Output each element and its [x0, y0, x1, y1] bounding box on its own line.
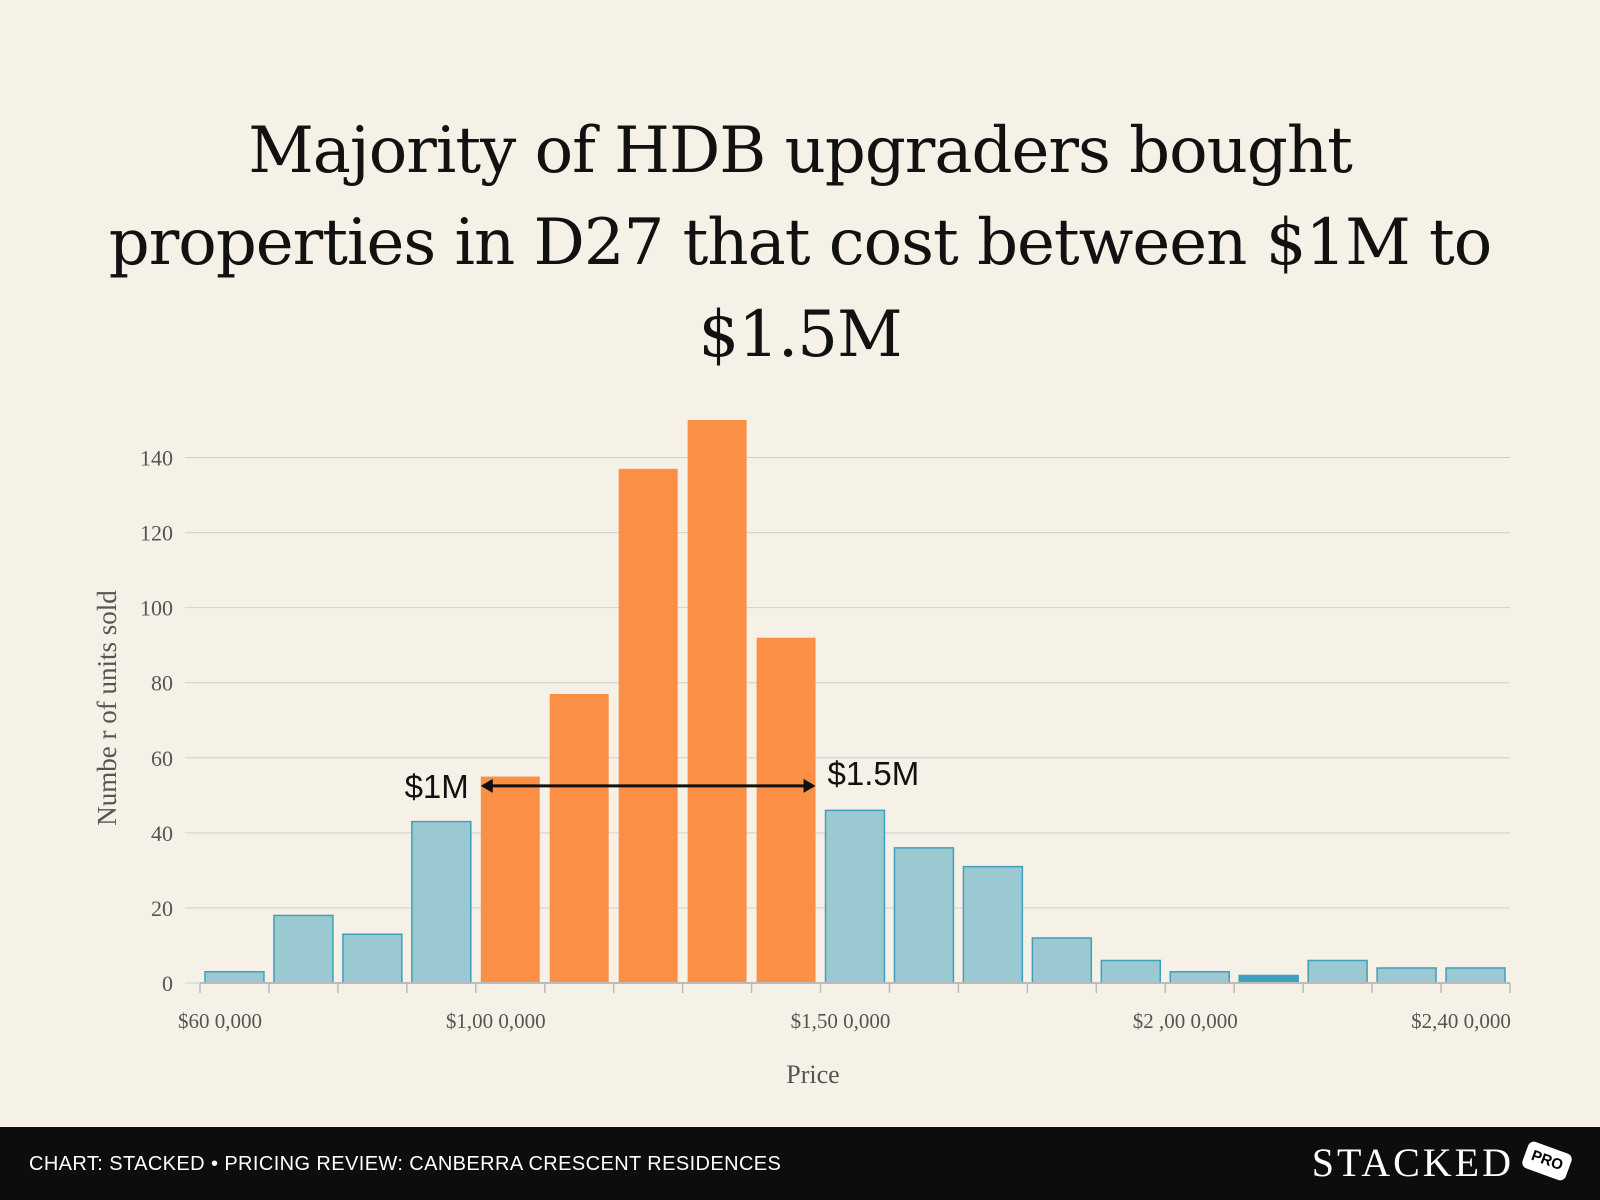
x-tick-label: $1,50 0,000: [791, 1009, 891, 1033]
y-tick-label: 80: [151, 671, 173, 696]
footer-source: CHART: STACKED • PRICING REVIEW: CANBERR…: [29, 1153, 782, 1175]
x-axis-label: Price: [786, 1060, 839, 1089]
chart-title: Majority of HDB upgraders bought propert…: [108, 114, 1493, 372]
y-axis-label: Numbe r of units sold: [92, 590, 122, 826]
histogram-bar: [1031, 937, 1093, 984]
annotation-arrowhead-left: [480, 778, 493, 793]
annotation-arrowhead-right: [803, 778, 816, 793]
histogram-bar: [1376, 967, 1437, 984]
histogram-bar: [824, 809, 886, 984]
y-tick-label: 100: [140, 596, 173, 621]
x-tick-label: $1,00 0,000: [446, 1009, 546, 1033]
footer-bar: CHART: STACKED • PRICING REVIEW: CANBERR…: [0, 1127, 1600, 1200]
annotation-label-left: $1M: [405, 768, 469, 805]
pro-badge: PRO: [1520, 1139, 1574, 1183]
y-tick-label: 120: [140, 521, 173, 546]
x-tick-label: $2 ,00 0,000: [1133, 1009, 1238, 1033]
histogram-bar: [1307, 959, 1368, 984]
histogram-bar: [756, 637, 816, 983]
x-tick-label: $60 0,000: [178, 1009, 262, 1033]
y-tick-label: 20: [151, 896, 173, 921]
histogram-bar: [1238, 974, 1299, 984]
x-tick-label: $2,40 0,000: [1411, 1009, 1511, 1033]
y-tick-label: 60: [151, 746, 173, 771]
histogram-bar: [342, 933, 403, 984]
annotation-label-right: $1.5M: [828, 755, 920, 792]
y-tick-label: 0: [162, 971, 173, 996]
histogram-bar: [549, 693, 609, 983]
histogram-bar: [687, 420, 747, 983]
histogram-bar: [962, 865, 1024, 984]
histogram-bar: [204, 970, 265, 984]
histogram-bar: [273, 914, 334, 984]
brand-logo[interactable]: STACKED: [1311, 1140, 1514, 1185]
histogram-bar: [1100, 959, 1162, 984]
histogram-bar: [411, 820, 472, 984]
histogram-bar: [1445, 967, 1506, 984]
histogram-bar: [893, 847, 955, 984]
histogram-bar: [618, 468, 678, 983]
histogram-bar: [1169, 970, 1230, 984]
histogram-chart: 0 20 40 60 80 100 120 140 $60 0,000 $1,00 0,000 $1…: [92, 420, 1511, 1089]
y-tick-label: 40: [151, 821, 173, 846]
histogram-bar: [480, 776, 540, 983]
y-tick-label: 140: [140, 446, 173, 471]
